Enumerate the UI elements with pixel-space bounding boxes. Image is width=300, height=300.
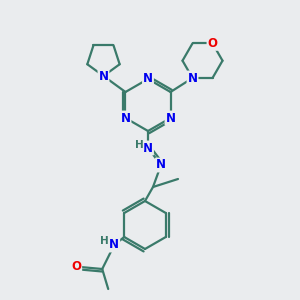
- Text: N: N: [143, 73, 153, 85]
- Text: N: N: [166, 112, 176, 124]
- Text: O: O: [208, 37, 218, 50]
- Text: N: N: [156, 158, 166, 172]
- Text: N: N: [109, 238, 119, 251]
- Text: N: N: [188, 71, 197, 85]
- Text: H: H: [100, 236, 109, 246]
- Text: N: N: [98, 70, 109, 83]
- Text: H: H: [135, 140, 143, 150]
- Text: N: N: [121, 112, 130, 124]
- Text: N: N: [143, 142, 153, 154]
- Text: O: O: [71, 260, 81, 274]
